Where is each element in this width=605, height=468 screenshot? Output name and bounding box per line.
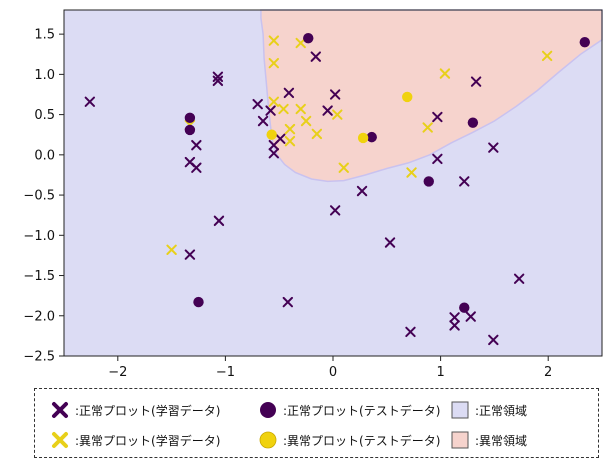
data-points	[84, 32, 590, 346]
plot-background	[64, 9, 603, 356]
legend-label: :正常領域	[475, 403, 528, 418]
x-marker-point	[432, 153, 443, 165]
x-marker-point	[488, 334, 499, 346]
purple-x-marker-icon	[49, 399, 71, 421]
legend-item-normal-test: :正常プロット(テストデータ)	[257, 399, 440, 421]
x-marker-point	[166, 244, 177, 255]
axes: −2 −1 0 1 2 1.5 1.0 0.5 0.0 −0.5 −1.0 −1.5 −2.0 −2.5	[23, 9, 603, 380]
x-marker-point	[257, 115, 269, 127]
x-marker-point	[422, 122, 433, 133]
x-marker-point	[300, 115, 312, 127]
x-marker-point	[268, 57, 280, 69]
blue-square-swatch-icon	[449, 399, 471, 421]
anomaly-region	[260, 9, 603, 183]
x-marker-point	[268, 96, 280, 107]
x-marker-point	[282, 296, 294, 308]
x-marker-point	[295, 103, 306, 115]
legend-label: :異常プロット(学習データ)	[75, 433, 221, 448]
x-marker-point	[513, 273, 525, 284]
x-marker-point	[84, 96, 96, 107]
circle-marker-point	[423, 176, 434, 187]
circle-marker-point	[184, 112, 196, 124]
circle-marker-point	[366, 131, 377, 143]
circle-marker-point	[467, 117, 479, 128]
x-marker-point	[284, 135, 296, 147]
x-marker-point	[268, 148, 280, 159]
circle-marker-point	[402, 91, 413, 103]
circle-marker-point	[266, 129, 277, 140]
x-marker-point	[278, 103, 289, 115]
x-marker-point	[439, 68, 451, 79]
y-tick-label: 1.5	[34, 28, 55, 43]
x-marker-point	[449, 320, 460, 331]
x-marker-point	[449, 312, 460, 323]
legend-label: :異常プロット(テストデータ)	[283, 433, 441, 448]
x-marker-point	[252, 98, 263, 110]
x-marker-point	[332, 109, 343, 120]
x-marker-point	[459, 176, 470, 187]
x-marker-point	[212, 71, 224, 82]
yellow-x-marker-icon	[49, 429, 71, 451]
x-marker-point	[356, 185, 368, 197]
circle-marker-point	[579, 36, 590, 48]
legend-label: :正常プロット(テストデータ)	[283, 403, 441, 418]
circle-marker-point	[303, 32, 314, 44]
x-marker-point	[275, 133, 286, 144]
x-marker-point	[284, 123, 296, 135]
x-marker-point	[329, 205, 341, 216]
y-tick-label: −0.5	[23, 189, 55, 204]
x-marker-point	[265, 105, 276, 116]
x-marker-point	[406, 167, 417, 178]
x-marker-point	[405, 326, 416, 338]
y-tick-label: −1.0	[23, 229, 55, 244]
legend-item-normal-region: :正常領域	[449, 399, 527, 421]
x-tick-label: 2	[544, 365, 552, 380]
circle-marker-point	[184, 124, 196, 136]
x-marker-point	[283, 87, 295, 99]
y-tick-label: −1.5	[23, 269, 55, 284]
yellow-circle-marker-icon	[257, 429, 279, 451]
legend-item-anomaly-test: :異常プロット(テストデータ)	[257, 429, 440, 451]
circle-marker-point	[459, 302, 470, 313]
x-marker-point	[432, 111, 443, 123]
x-tick-label: −1	[216, 365, 235, 380]
x-marker-point	[191, 162, 202, 173]
x-marker-point	[184, 249, 196, 260]
x-tick-label: −2	[108, 365, 127, 380]
x-marker-point	[384, 237, 396, 248]
x-marker-point	[488, 142, 499, 153]
x-marker-point	[311, 128, 323, 140]
legend-item-normal-train: :正常プロット(学習データ)	[49, 399, 220, 421]
x-tick-label: 1	[436, 365, 444, 380]
x-marker-point	[191, 139, 202, 151]
y-tick-label: 0.0	[34, 148, 55, 163]
x-marker-point	[329, 89, 341, 100]
y-tick-label: 0.5	[34, 108, 55, 123]
pink-square-swatch-icon	[449, 429, 471, 451]
y-tick-label: −2.5	[23, 350, 55, 365]
y-tick-label: −2.0	[23, 309, 55, 324]
x-marker-point	[310, 51, 321, 62]
x-marker-point	[465, 311, 476, 322]
legend-item-anomaly-region: :異常領域	[449, 429, 527, 451]
x-marker-point	[212, 75, 224, 87]
circle-marker-point	[193, 296, 204, 308]
legend-label: :正常プロット(学習データ)	[75, 403, 221, 418]
x-marker-point	[268, 35, 280, 46]
x-marker-point	[470, 76, 482, 87]
x-marker-point	[338, 162, 349, 173]
legend: :正常プロット(学習データ) :正常プロット(テストデータ) :正常領域 :異常…	[34, 388, 599, 458]
x-marker-point	[541, 50, 553, 62]
circle-marker-point	[357, 132, 369, 144]
scatter-chart: −2 −1 0 1 2 1.5 1.0 0.5 0.0 −0.5 −1.0 −1.5 −2.0 −2.5	[23, 9, 603, 380]
x-marker-point	[213, 215, 225, 227]
y-tick-label: 1.0	[34, 68, 55, 83]
legend-item-anomaly-train: :異常プロット(学習データ)	[49, 429, 220, 451]
x-tick-label: 0	[329, 365, 337, 380]
purple-circle-marker-icon	[257, 399, 279, 421]
legend-label: :異常領域	[475, 433, 528, 448]
x-marker-point	[322, 105, 333, 116]
